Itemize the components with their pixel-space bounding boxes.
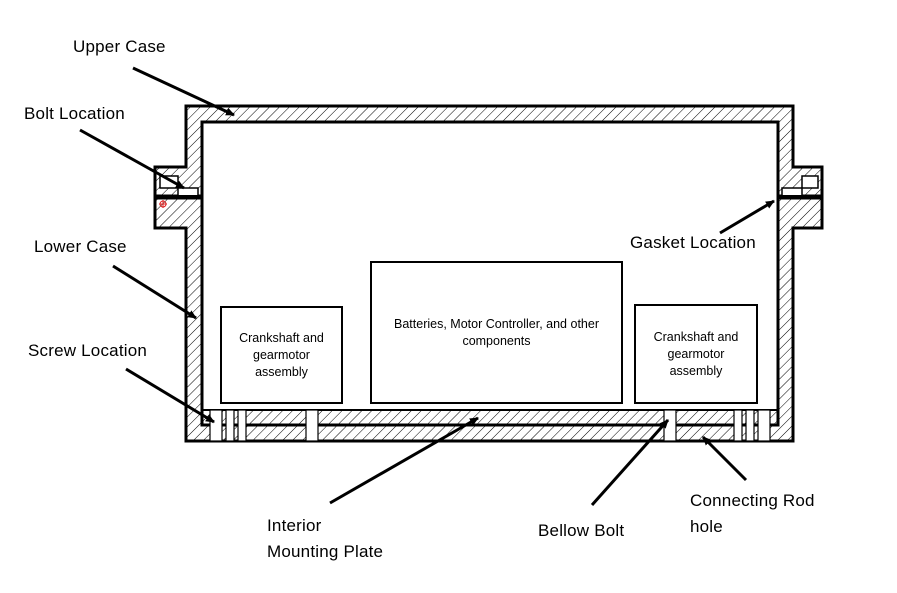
arrow-upper-case bbox=[132, 66, 235, 117]
arrow-interior-mounting-plate bbox=[329, 416, 479, 505]
right-crankshaft-assembly-box: Crankshaft and gearmotor assembly bbox=[634, 304, 758, 404]
left-crankshaft-assembly-box: Crankshaft and gearmotor assembly bbox=[220, 306, 343, 404]
gasket-flange-right bbox=[778, 175, 822, 197]
label-bolt-location: Bolt Location bbox=[24, 104, 125, 123]
electronics-box: Batteries, Motor Controller, and other c… bbox=[370, 261, 623, 404]
label-screw-location: Screw Location bbox=[28, 341, 148, 360]
label-lower-case: Lower Case bbox=[34, 237, 127, 256]
upper-case-wall bbox=[153, 104, 824, 198]
arrow-connecting-rod-hole bbox=[701, 435, 748, 482]
label-upper-case: Upper Case bbox=[73, 37, 166, 56]
arrow-gasket-location bbox=[719, 199, 775, 235]
right-crankshaft-assembly-label: Crankshaft and gearmotor assembly bbox=[653, 329, 739, 378]
arrow-bolt-location bbox=[79, 128, 185, 190]
label-bellow-bolt: Bellow Bolt bbox=[538, 521, 625, 540]
label-interior-mounting-plate-line1: Interior bbox=[267, 516, 322, 535]
label-connecting-rod-hole-line1: Connecting Rod bbox=[690, 491, 815, 510]
interior-mounting-plate bbox=[201, 409, 779, 426]
arrow-screw-location bbox=[125, 367, 215, 424]
left-crankshaft-assembly-label: Crankshaft and gearmotor assembly bbox=[239, 330, 324, 379]
arrow-bellow-bolt bbox=[590, 419, 670, 506]
electronics-label: Batteries, Motor Controller, and other c… bbox=[394, 316, 599, 348]
bolt-flange-left bbox=[155, 175, 202, 208]
label-gasket-location: Gasket Location bbox=[630, 233, 756, 252]
arrow-lower-case bbox=[112, 264, 197, 320]
label-interior-mounting-plate-line2: Mounting Plate bbox=[267, 542, 384, 561]
label-connecting-rod-hole-line2: hole bbox=[690, 517, 723, 536]
